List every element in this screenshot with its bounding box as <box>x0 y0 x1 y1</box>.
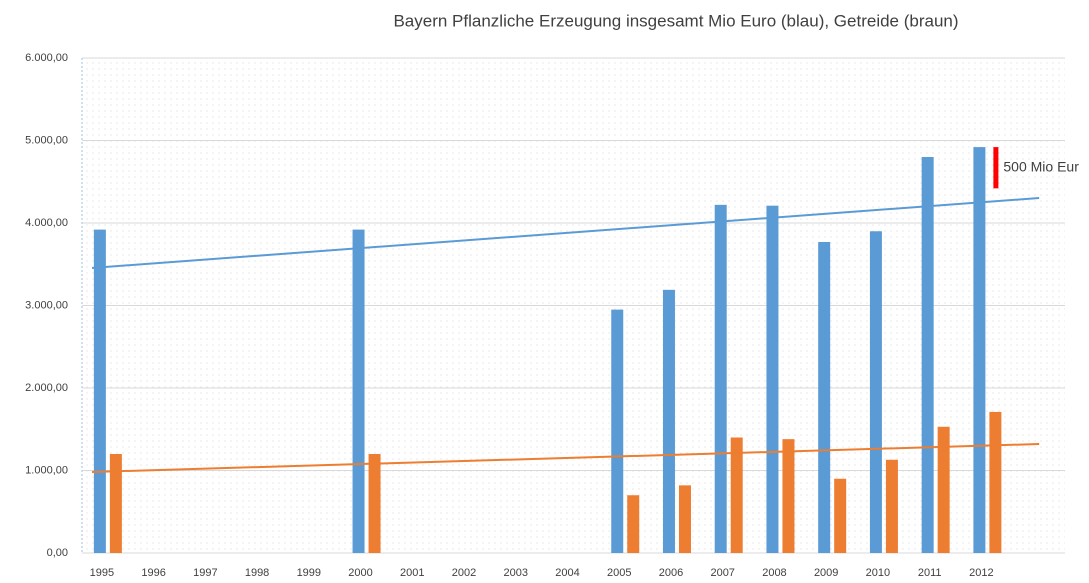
annotation-bar <box>993 147 999 189</box>
y-tick-label: 5.000,00 <box>25 134 68 146</box>
y-tick-label: 1.000,00 <box>25 464 68 476</box>
x-tick-label: 2012 <box>969 567 993 578</box>
bar <box>937 426 950 553</box>
bar <box>885 459 898 553</box>
trend-line <box>91 197 1040 269</box>
x-tick-label: 2000 <box>348 567 372 578</box>
y-tick-label: 3.000,00 <box>25 299 68 311</box>
bar <box>818 241 831 553</box>
x-tick-label: 2005 <box>607 567 631 578</box>
bar <box>109 454 122 553</box>
y-tick-label: 6.000,00 <box>25 52 68 64</box>
x-tick-label: 2007 <box>710 567 734 578</box>
bar <box>973 147 986 553</box>
bar <box>368 454 381 553</box>
bar <box>611 309 624 553</box>
x-tick-label: 2009 <box>814 567 838 578</box>
x-tick-label: 1999 <box>297 567 321 578</box>
bar <box>921 157 934 553</box>
y-tick-label: 4.000,00 <box>25 217 68 229</box>
bar <box>989 411 1002 553</box>
bar <box>627 495 640 553</box>
bar <box>93 229 106 553</box>
x-tick-label: 1997 <box>193 567 217 578</box>
x-tick-label: 2011 <box>918 567 942 578</box>
bar <box>662 289 675 553</box>
bar <box>352 229 365 553</box>
x-tick-label: 2008 <box>762 567 786 578</box>
bar <box>678 485 691 553</box>
bar <box>869 231 882 553</box>
y-tick-label: 0,00 <box>47 547 68 559</box>
trend-line <box>91 443 1040 473</box>
x-tick-label: 1998 <box>245 567 269 578</box>
x-tick-label: 2010 <box>866 567 890 578</box>
x-tick-label: 2001 <box>400 567 424 578</box>
x-tick-label: 2003 <box>504 567 528 578</box>
bar <box>782 439 795 553</box>
bar <box>766 205 779 554</box>
x-tick-label: 2006 <box>659 567 683 578</box>
x-tick-label: 1996 <box>141 567 165 578</box>
chart-title: Bayern Pflanzliche Erzeugung insgesamt M… <box>393 11 958 30</box>
x-tick-label: 2004 <box>555 567 579 578</box>
bar <box>834 478 847 553</box>
annotation-label: 500 Mio Eur <box>1003 158 1079 174</box>
x-tick-label: 1995 <box>90 567 114 578</box>
bar <box>730 437 743 553</box>
bar <box>714 204 727 553</box>
x-tick-label: 2002 <box>452 567 476 578</box>
y-tick-label: 2.000,00 <box>25 382 68 394</box>
